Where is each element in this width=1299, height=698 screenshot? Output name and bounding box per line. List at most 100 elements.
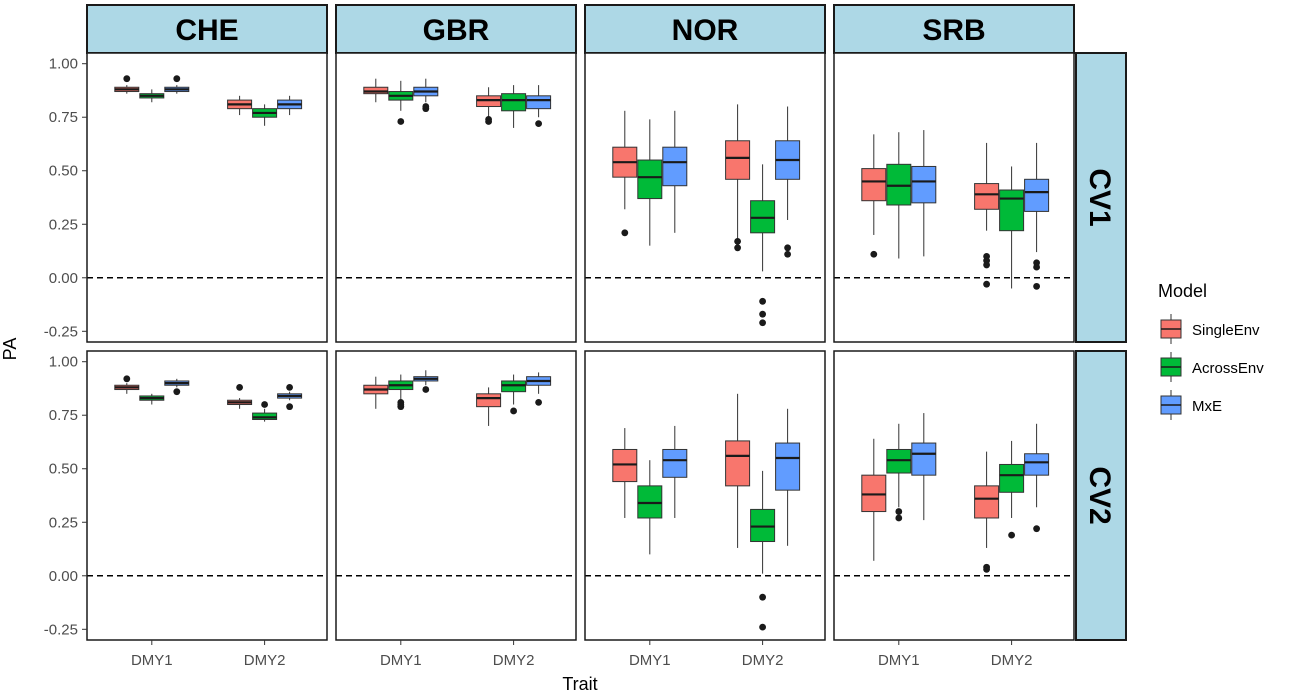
panel-background [87,53,327,342]
box-dmy2-acrossenv [252,104,278,126]
box-dmy1-singleenv [114,375,140,394]
box-dmy1-singleenv [363,78,389,103]
box-dmy2-mxe [1024,142,1050,290]
outlier-point [1033,282,1040,290]
outlier-point [123,375,131,383]
box-dmy2-acrossenv [252,401,278,422]
x-axis-title: Trait [562,674,597,694]
box-iqr [662,448,688,478]
box-dmy1-singleenv [612,110,638,237]
outlier-point [983,261,990,269]
box-iqr [725,440,751,487]
panel-border [584,52,826,343]
legend-label-singleenv: SingleEnv [1192,322,1260,339]
box-dmy2-singleenv [227,95,253,116]
box-dmy1-acrossenv [388,374,414,411]
box-dmy2-acrossenv [750,470,776,631]
box-dmy2-singleenv [974,451,1000,573]
outlier-point [621,229,629,237]
box-dmy1-acrossenv [139,89,165,103]
row-strips: CV1 CV2 [1075,52,1127,641]
x-tick-label: DMY1 [878,652,920,669]
x-tick-label: DMY2 [991,652,1033,669]
outlier-point [895,514,903,522]
box-iqr [974,183,1000,210]
strip-label-che: CHE [175,14,238,47]
outlier-point [1008,531,1015,539]
y-tick-label: 0.00 [49,270,78,287]
outlier-point [870,250,878,258]
strip-label-cv2: CV2 [1083,466,1116,524]
strip-label-cv1: CV1 [1083,168,1116,226]
panel-cv2-gbr [335,350,577,641]
panel-cv1-srb [833,52,1075,343]
y-tick-label: 1.00 [49,56,78,73]
outlier-point [535,398,542,406]
x-tick-label: DMY2 [244,652,286,669]
box-dmy1-singleenv [861,438,887,561]
outlier-point [173,75,181,83]
outlier-point [734,237,741,245]
box-dmy2-mxe [277,383,303,411]
panel-border [335,52,577,343]
y-tick-label: 0.75 [49,109,78,126]
box-dmy2-singleenv [227,383,253,409]
y-tick-label: 0.50 [49,461,78,478]
strip-box-che [86,4,328,54]
legend-label-acrossenv: AcrossEnv [1192,360,1264,377]
panel-background [87,351,327,640]
box-dmy1-acrossenv [637,119,663,246]
box-iqr [911,165,937,204]
outlier-point [759,623,766,631]
legend: Model SingleEnv AcrossEnv MxE [1158,281,1264,420]
legend-key-acrossenv [1160,352,1182,382]
x-tick-label: DMY1 [131,652,173,669]
box-iqr [501,93,527,112]
outlier-point [397,398,405,406]
box-dmy2-acrossenv [999,440,1025,539]
box-iqr [476,393,502,408]
outlier-point [1033,263,1040,271]
outlier-point [734,244,741,252]
outlier-point [759,297,766,305]
box-dmy2-mxe [775,408,801,546]
outlier-point [485,115,492,123]
panel-cv1-nor [584,52,826,343]
box-dmy1-mxe [911,130,937,257]
box-dmy2-mxe [1024,423,1050,533]
box-dmy2-acrossenv [501,374,527,415]
panel-cv2-che [86,350,328,641]
box-iqr [725,140,751,180]
box-iqr [637,159,663,200]
strip-box-cv2 [1075,350,1127,641]
panel-border [833,350,1075,641]
y-tick-label: -0.25 [44,323,78,340]
box-dmy2-acrossenv [501,85,527,128]
strip-box-gbr [335,4,577,54]
outlier-point [422,386,430,393]
box-iqr [1024,178,1050,212]
outlier-point [759,319,766,327]
box-iqr [974,485,1000,519]
box-dmy2-singleenv [725,104,751,252]
outlier-point [759,310,766,318]
outlier-point [983,280,990,288]
outlier-point [236,383,244,391]
box-dmy1-acrossenv [886,423,912,522]
y-tick-label: 0.25 [49,216,78,233]
outlier-point [759,593,766,601]
box-dmy2-singleenv [476,87,502,125]
panel-border [86,52,328,343]
x-tick-label: DMY1 [629,652,671,669]
outlier-point [895,508,903,515]
panel-cv2-nor [584,350,826,641]
legend-key-singleenv [1160,314,1182,344]
strip-label-srb: SRB [922,14,985,47]
box-dmy1-mxe [164,75,190,94]
panel-border [86,350,328,641]
panel-background [336,351,576,640]
y-tick-label: 0.75 [49,407,78,424]
outlier-point [397,118,405,125]
outlier-point [123,75,131,83]
